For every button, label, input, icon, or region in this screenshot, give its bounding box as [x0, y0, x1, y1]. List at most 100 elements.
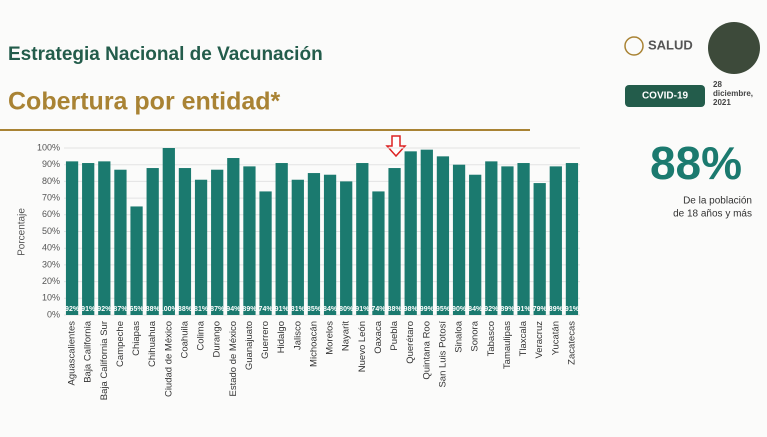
x-tick-label: Guerrero: [260, 321, 271, 359]
value-label: 98%: [404, 306, 419, 313]
value-label: 92%: [65, 306, 80, 313]
x-tick-label: Morelos: [325, 321, 336, 355]
value-label: 79%: [533, 306, 548, 313]
y-tick-label: 60%: [42, 209, 60, 219]
stat-value: 88%: [650, 137, 742, 189]
value-label: 87%: [113, 306, 128, 313]
value-label: 88%: [146, 306, 161, 313]
value-label: 91%: [565, 306, 580, 313]
value-label: 74%: [371, 306, 386, 313]
bar: [243, 166, 256, 315]
bar: [452, 164, 466, 315]
bar: [162, 148, 175, 315]
x-tick-label: Nuevo León: [357, 321, 368, 372]
value-label: 92%: [484, 306, 499, 313]
bar: [388, 168, 401, 315]
bar: [130, 206, 143, 315]
x-tick-label: Jalisco: [292, 321, 303, 350]
y-tick-label: 90%: [42, 159, 60, 169]
bar: [178, 168, 192, 315]
y-tick-label: 80%: [42, 176, 60, 186]
x-tick-label: Campeche: [115, 321, 126, 367]
value-label: 99%: [420, 306, 435, 313]
x-tick-label: Tlaxcala: [518, 320, 529, 356]
value-label: 89%: [242, 306, 257, 313]
y-tick-label: 50%: [42, 226, 60, 236]
bar: [227, 158, 240, 315]
y-tick-label: 10%: [42, 293, 60, 303]
value-label: 91%: [517, 306, 532, 313]
bar: [549, 166, 562, 315]
value-label: 84%: [323, 306, 338, 313]
x-tick-label: Estado de México: [228, 321, 239, 397]
stat-note: De la población: [683, 196, 752, 207]
value-label: 90%: [452, 306, 467, 313]
value-label: 87%: [210, 306, 225, 313]
bar: [307, 173, 321, 315]
y-axis-label: Porcentaje: [17, 208, 28, 256]
value-label: 95%: [436, 306, 451, 313]
x-tick-label: Guanajuato: [244, 321, 255, 370]
value-label: 74%: [259, 306, 274, 313]
bar: [146, 168, 159, 315]
bar: [420, 149, 433, 315]
stat-note: de 18 años y más: [673, 209, 752, 220]
x-tick-label: Quintana Roo: [421, 321, 432, 380]
x-tick-label: Tabasco: [486, 321, 497, 356]
slide-subtitle: Cobertura por entidad*: [8, 88, 281, 116]
x-tick-label: Hidalgo: [276, 321, 287, 353]
bar: [194, 179, 208, 315]
x-tick-label: Coahuila: [179, 320, 190, 358]
value-label: 84%: [468, 306, 483, 313]
x-tick-label: Sinaloa: [454, 320, 465, 352]
value-label: 65%: [130, 306, 145, 313]
x-tick-label: Yucatán: [550, 321, 561, 355]
value-label: 91%: [81, 306, 96, 313]
bar: [259, 191, 272, 315]
highlight-arrow: [385, 135, 407, 158]
x-tick-label: Baja California: [83, 320, 94, 382]
bar: [275, 163, 288, 315]
badge-text: COVID-19: [642, 91, 689, 102]
value-label: 88%: [178, 306, 193, 313]
covid-badge: [625, 85, 705, 107]
bar: [501, 166, 514, 315]
x-tick-label: Sonora: [470, 320, 481, 351]
value-label: 88%: [388, 306, 403, 313]
date-month: diciembre,: [713, 89, 753, 98]
bar: [82, 163, 95, 315]
y-tick-label: 40%: [42, 243, 60, 253]
bar: [517, 163, 530, 315]
value-label: 94%: [226, 306, 241, 313]
anniversary-logo: [708, 22, 760, 74]
y-tick-label: 0%: [47, 309, 60, 319]
x-tick-label: Tamaulipas: [502, 321, 513, 369]
logo-emblem: [624, 36, 644, 56]
slide-title: Estrategia Nacional de Vacunación: [8, 44, 323, 65]
value-label: 85%: [307, 306, 322, 313]
y-tick-label: 70%: [42, 192, 60, 202]
y-tick-label: 30%: [42, 259, 60, 269]
x-tick-label: Aguascalientes: [67, 321, 78, 386]
x-tick-label: Puebla: [389, 320, 400, 350]
bar: [533, 183, 546, 315]
bar: [356, 163, 369, 315]
x-tick-label: San Luis Potosí: [437, 321, 448, 388]
date-day: 28: [713, 80, 722, 89]
bar: [372, 191, 385, 315]
x-tick-label: Nayarit: [341, 321, 352, 351]
y-tick-label: 100%: [37, 142, 60, 152]
x-tick-label: Querétaro: [405, 321, 416, 364]
bar: [469, 174, 482, 315]
x-tick-label: Chiapas: [131, 321, 142, 356]
date-year: 2021: [713, 98, 731, 107]
value-label: 81%: [194, 306, 209, 313]
logo-text: SALUD: [648, 37, 693, 52]
bar: [98, 161, 111, 315]
bar: [404, 151, 417, 315]
x-tick-label: Oaxaca: [373, 320, 384, 353]
value-label: 81%: [291, 306, 306, 313]
bar: [565, 163, 579, 315]
x-tick-label: Michoacán: [308, 321, 319, 367]
value-label: 89%: [500, 306, 515, 313]
